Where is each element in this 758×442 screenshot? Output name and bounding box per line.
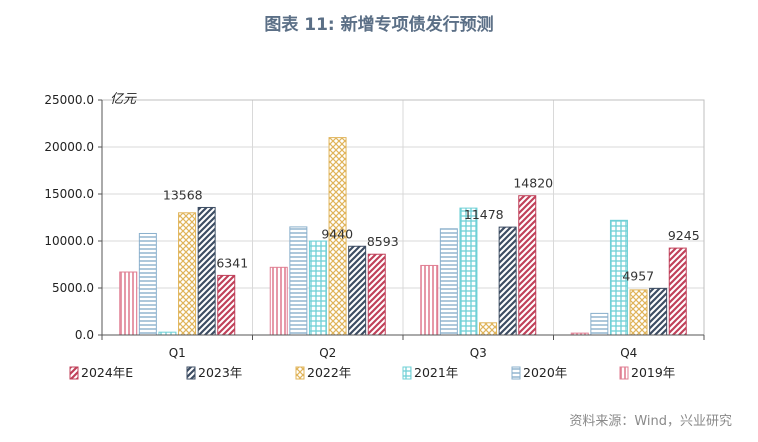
x-category-label: Q4 — [620, 346, 637, 360]
y-tick-label: 5000.0 — [52, 281, 94, 295]
data-label-2024e-q2: 8593 — [367, 234, 399, 249]
y-axis-unit-label: 亿元 — [110, 92, 137, 107]
legend-swatch-2019 — [619, 366, 629, 380]
bar-2023-q3 — [498, 226, 517, 336]
legend-label-2019: 2019年 — [631, 365, 675, 380]
bar-2019-q1 — [119, 271, 138, 336]
bar-2019-q2 — [269, 266, 288, 336]
figure-title: 图表 11: 新增专项债发行预测 — [264, 15, 494, 35]
data-label-2024e-q4: 9245 — [668, 228, 700, 243]
bar-2023-q1 — [197, 206, 216, 336]
legend-swatch-2022 — [295, 366, 305, 380]
legend-swatch-2023 — [186, 366, 196, 380]
data-label-2023-q3: 11478 — [464, 207, 504, 222]
legend-label-2020: 2020年 — [523, 365, 567, 380]
legend-swatch-2024e — [69, 366, 79, 380]
bar-2020-q1 — [138, 232, 157, 336]
bar-2019-q3 — [420, 264, 439, 336]
legend-label-2022: 2022年 — [307, 365, 351, 380]
x-category-label: Q2 — [319, 346, 336, 360]
y-tick-label: 20000.0 — [44, 140, 94, 154]
y-tick-label: 25000.0 — [44, 93, 94, 107]
bar-2020-q3 — [439, 228, 458, 336]
bar-2022-q3 — [479, 322, 498, 336]
bar-2021-q3 — [459, 207, 478, 336]
bar-2022-q4 — [629, 289, 648, 336]
y-tick-label: 15000.0 — [44, 187, 94, 201]
legend-swatch-2021 — [402, 366, 412, 380]
data-label-2024e-q3: 14820 — [513, 176, 553, 191]
x-category-label: Q3 — [470, 346, 487, 360]
bar-2023-q2 — [348, 245, 367, 336]
bar-2024e-q4 — [668, 247, 687, 336]
bar-2024e-q1 — [217, 274, 236, 336]
legend-label-2024e: 2024年E — [81, 365, 133, 380]
bar-2022-q1 — [178, 212, 197, 336]
source-note: 资料来源：Wind，兴业研究 — [569, 414, 732, 429]
bar-2020-q2 — [289, 226, 308, 336]
data-label-2023-q1: 13568 — [163, 187, 203, 202]
bar-2023-q4 — [649, 287, 668, 336]
bar-2024e-q3 — [518, 195, 537, 336]
legend-label-2021: 2021年 — [414, 365, 458, 380]
bar-2021-q2 — [308, 240, 327, 336]
data-label-2024e-q1: 6341 — [216, 255, 248, 270]
bar-2020-q4 — [590, 312, 609, 336]
legend-swatch-2020 — [511, 366, 521, 380]
x-category-label: Q1 — [169, 346, 186, 360]
legend-label-2023: 2023年 — [198, 365, 242, 380]
bar-2024e-q2 — [367, 253, 386, 336]
y-tick-label: 10000.0 — [44, 234, 94, 248]
data-label-2023-q4: 4957 — [622, 268, 654, 283]
data-label-2023-q2: 9440 — [321, 226, 353, 241]
y-tick-label: 0.0 — [75, 328, 94, 342]
